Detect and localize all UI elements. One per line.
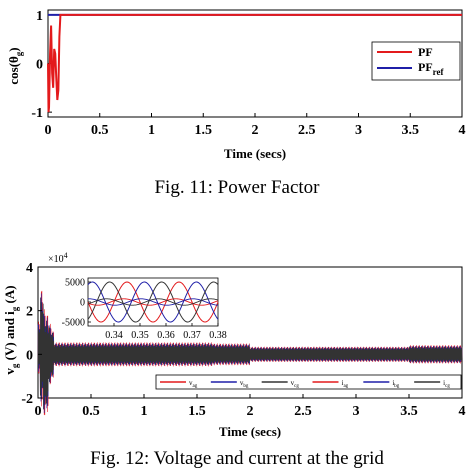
- fig12-inset-voltage-c: [87, 281, 219, 323]
- fig11-x-tick-label: 4: [459, 123, 466, 138]
- fig12-x-ticks: 0 0.5 1 1.5 2 2.5 3 3.5 4: [35, 394, 466, 419]
- fig12-x-tick-label: 0.5: [82, 404, 100, 419]
- fig11-chart: 0 0.5 1 1.5 2 2.5 3 3.5 4 -101 Time (secs) cos(θ…: [6, 9, 466, 161]
- fig12-inset-x-tick-label: 0.36: [157, 330, 175, 341]
- fig12-inset-x-tick-label: 0.34: [105, 330, 123, 341]
- fig12-inset-y-tick-label: 0: [80, 298, 85, 309]
- fig12-x-tick-label: 3: [353, 404, 360, 419]
- fig12-legend-box: [155, 374, 462, 390]
- fig12-inset-y-tick-label: 5000: [65, 278, 85, 289]
- fig11-legend: PF PFref: [371, 41, 461, 81]
- fig11-caption: Fig. 11: Power Factor: [154, 177, 320, 198]
- fig12-x-tick-label: 1.5: [188, 404, 206, 419]
- fig11-y-tick-label: -1: [31, 106, 43, 121]
- fig12-caption: Fig. 12: Voltage and current at the grid: [90, 448, 384, 469]
- fig12-legend-label-i_cg: icg: [443, 379, 450, 389]
- fig11-x-tick-label: 3: [355, 123, 362, 138]
- fig12-waveform-c: [37, 297, 463, 410]
- fig11-y-tick-label: 1: [36, 9, 43, 24]
- fig12-series: [37, 290, 463, 416]
- fig12-inset-x-tick-label: 0.35: [131, 330, 149, 341]
- fig12-inset: 0.34 0.35 0.36 0.37 0.38 5000 0 -5000: [62, 278, 227, 342]
- fig11-y-axis-label: cos(θg): [6, 47, 24, 84]
- fig12-inset-x-ticks: 0.34 0.35 0.36 0.37 0.38: [105, 323, 227, 341]
- fig12-x-tick-label: 1: [141, 404, 148, 419]
- fig11-y-tick-label: 0: [36, 58, 43, 73]
- fig11-x-tick-label: 3.5: [402, 123, 420, 138]
- fig12-y-tick-label: 2: [26, 305, 33, 320]
- fig12-x-tick-label: 2.5: [294, 404, 312, 419]
- fig12-inset-x-tick-label: 0.37: [183, 330, 201, 341]
- fig12-y-tick-label: 4: [26, 261, 33, 276]
- fig12-x-tick-label: 0: [35, 404, 42, 419]
- fig12-legend-label-v_cg: vcg: [291, 379, 300, 389]
- fig12-inset-series: [87, 281, 219, 323]
- fig12-x-axis-label: Time (secs): [219, 424, 281, 439]
- fig11-series: [47, 13, 462, 113]
- fig11-x-tick-label: 1.5: [195, 123, 213, 138]
- fig11-legend-box: [371, 41, 461, 81]
- fig12-inset-y-ticks: 5000 0 -5000: [62, 278, 91, 329]
- fig12-chart: 0 0.5 1 1.5 2 2.5 3 3.5 4 420-2 ×104 Time (secs)…: [2, 251, 466, 439]
- fig12-y-axis-label: vg (V) and ig (A): [2, 285, 20, 374]
- fig12-legend-label-v_bg: vbg: [240, 379, 249, 389]
- fig12-inset-current-b: [87, 298, 219, 306]
- fig11-x-tick-label: 2.5: [298, 123, 316, 138]
- fig12-legend-label-v_ag: vag: [189, 379, 198, 389]
- fig12-y-tick-label: 0: [26, 348, 33, 363]
- fig11-x-tick-label: 0.5: [91, 123, 109, 138]
- fig12-x-tick-label: 3.5: [400, 404, 418, 419]
- fig11-x-axis-label: Time (secs): [224, 146, 286, 161]
- fig11-x-tick-label: 1: [148, 123, 155, 138]
- fig12-legend: vag vbg vcg iag ibg icg: [155, 374, 462, 390]
- fig12-legend-items: vag vbg vcg iag ibg icg: [160, 379, 450, 389]
- fig12-y-tick-label: -2: [21, 392, 33, 407]
- fig11-line-pf: [47, 13, 462, 113]
- fig12-inset-current-a: [87, 298, 219, 306]
- fig12-inset-x-tick-label: 0.38: [209, 330, 227, 341]
- fig12-y-ticks: 4 2 0 -2: [21, 261, 42, 407]
- fig12-y-multiplier: ×104: [48, 251, 68, 265]
- fig12-legend-label-i_bg: ibg: [392, 379, 399, 389]
- fig12-x-tick-label: 2: [247, 404, 254, 419]
- fig12-x-tick-label: 4: [459, 404, 466, 419]
- fig11-x-tick-label: 0: [45, 123, 52, 138]
- fig12-inset-current-c: [87, 298, 219, 306]
- fig11-legend-pf-label: PF: [418, 45, 433, 59]
- fig12-legend-label-i_ag: iag: [342, 379, 349, 389]
- fig11-x-tick-label: 2: [252, 123, 259, 138]
- fig12-inset-y-tick-label: -5000: [62, 318, 85, 329]
- fig11-x-ticks: 0 0.5 1 1.5 2 2.5 3 3.5 4: [45, 113, 466, 138]
